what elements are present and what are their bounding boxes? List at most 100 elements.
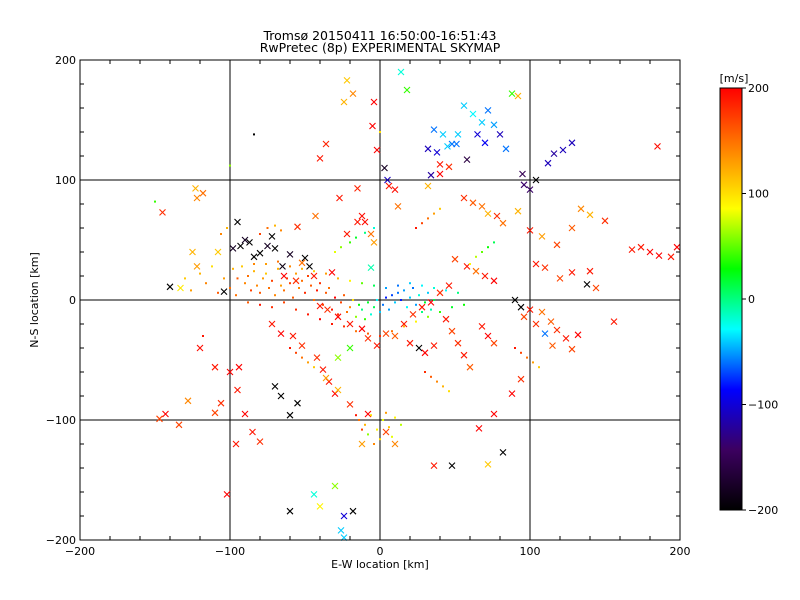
data-point-x: [586, 267, 594, 275]
data-point-x: [667, 253, 675, 261]
data-point-x: [384, 176, 391, 184]
data-point-dot: [373, 284, 375, 287]
data-point-x: [421, 349, 429, 357]
data-point-x: [526, 186, 534, 193]
data-point-x: [354, 218, 361, 226]
data-point-dot: [307, 275, 309, 277]
data-point-dot: [265, 272, 267, 275]
x-axis-label: E-W location [km]: [331, 558, 429, 571]
data-point-dot: [202, 335, 204, 337]
data-point-dot: [340, 301, 342, 304]
data-point-x: [499, 219, 507, 227]
data-point-dot: [394, 416, 396, 419]
data-point-x: [237, 242, 244, 250]
data-point-dot: [367, 332, 369, 335]
data-point-dot: [370, 313, 372, 316]
data-point-x: [337, 527, 345, 534]
data-point-dot: [367, 301, 369, 304]
data-point-dot: [361, 428, 363, 431]
y-tick-label: −200: [46, 534, 76, 547]
data-point-dot: [307, 361, 309, 364]
data-point-x: [271, 245, 279, 252]
data-point-x: [562, 335, 570, 342]
data-point-dot: [205, 282, 207, 285]
data-point-x: [177, 284, 184, 292]
data-point-x: [654, 143, 661, 150]
data-point-dot: [343, 325, 345, 328]
data-point-dot: [532, 361, 534, 364]
data-point-dot: [421, 222, 423, 225]
data-point-dot: [310, 284, 312, 287]
data-point-x: [508, 390, 516, 397]
data-point-dot: [433, 299, 435, 301]
data-point-x: [175, 421, 183, 429]
data-point-x: [256, 438, 264, 445]
points: [154, 68, 681, 541]
data-point-x: [286, 507, 294, 515]
data-point-x: [484, 461, 492, 468]
data-point-x: [358, 212, 366, 220]
data-point-x: [424, 145, 432, 153]
data-point-x: [574, 331, 582, 339]
x-tick-label: −100: [215, 545, 245, 558]
data-point-dot: [268, 287, 270, 289]
colorbar-tick-label: 100: [748, 188, 769, 201]
data-point-x: [292, 277, 300, 285]
ticks: −200 −100 0 100 200 −200 −100 0 100 200: [46, 54, 691, 558]
data-point-dot: [220, 233, 222, 235]
data-point-x: [475, 425, 483, 432]
data-point-dot: [355, 414, 357, 417]
data-point-x: [385, 182, 393, 190]
data-point-dot: [313, 366, 315, 369]
data-point-x: [478, 323, 486, 330]
data-point-dot: [400, 299, 402, 301]
data-point-x: [424, 182, 432, 190]
data-point-x: [199, 189, 207, 197]
data-point-x: [391, 440, 399, 448]
data-point-dot: [391, 294, 393, 297]
data-point-x: [184, 397, 192, 405]
colorbar-tick-label: −100: [748, 399, 778, 412]
data-point-x: [250, 253, 258, 261]
data-point-dot: [292, 296, 294, 299]
data-point-x: [646, 248, 654, 256]
data-point-x: [316, 155, 324, 162]
data-point-x: [448, 462, 456, 469]
data-point-dot: [271, 306, 273, 309]
data-point-x: [334, 313, 342, 321]
data-point-dot: [382, 303, 384, 306]
data-point-x: [286, 251, 294, 258]
data-point-dot: [424, 371, 426, 373]
data-point-x: [490, 410, 498, 418]
data-point-x: [430, 462, 438, 469]
data-point-dot: [298, 287, 300, 289]
data-point-dot: [253, 263, 255, 265]
data-point-dot: [373, 443, 375, 445]
data-point-x: [316, 503, 324, 510]
data-point-x: [234, 218, 241, 226]
data-point-dot: [355, 236, 357, 239]
data-point-x: [391, 332, 399, 340]
data-point-dot: [433, 287, 435, 289]
data-point-dot: [385, 296, 387, 299]
data-point-x: [583, 281, 591, 288]
data-point-dot: [397, 284, 399, 287]
data-point-dot: [184, 277, 186, 280]
data-point-x: [655, 252, 663, 259]
data-point-dot: [259, 291, 261, 294]
data-point-dot: [250, 289, 252, 292]
data-point-dot: [244, 282, 246, 285]
data-point-x: [264, 242, 271, 250]
data-point-x: [349, 90, 357, 97]
data-point-x: [409, 311, 417, 318]
data-point-x: [370, 239, 378, 246]
data-point-x: [373, 146, 381, 154]
data-point-dot: [364, 231, 366, 234]
data-point-x: [418, 303, 426, 311]
data-point-x: [568, 139, 576, 147]
data-point-x: [346, 401, 354, 408]
data-point-x: [453, 140, 460, 148]
data-point-dot: [388, 308, 390, 311]
data-point-x: [520, 313, 528, 321]
data-point-dot: [427, 291, 429, 294]
